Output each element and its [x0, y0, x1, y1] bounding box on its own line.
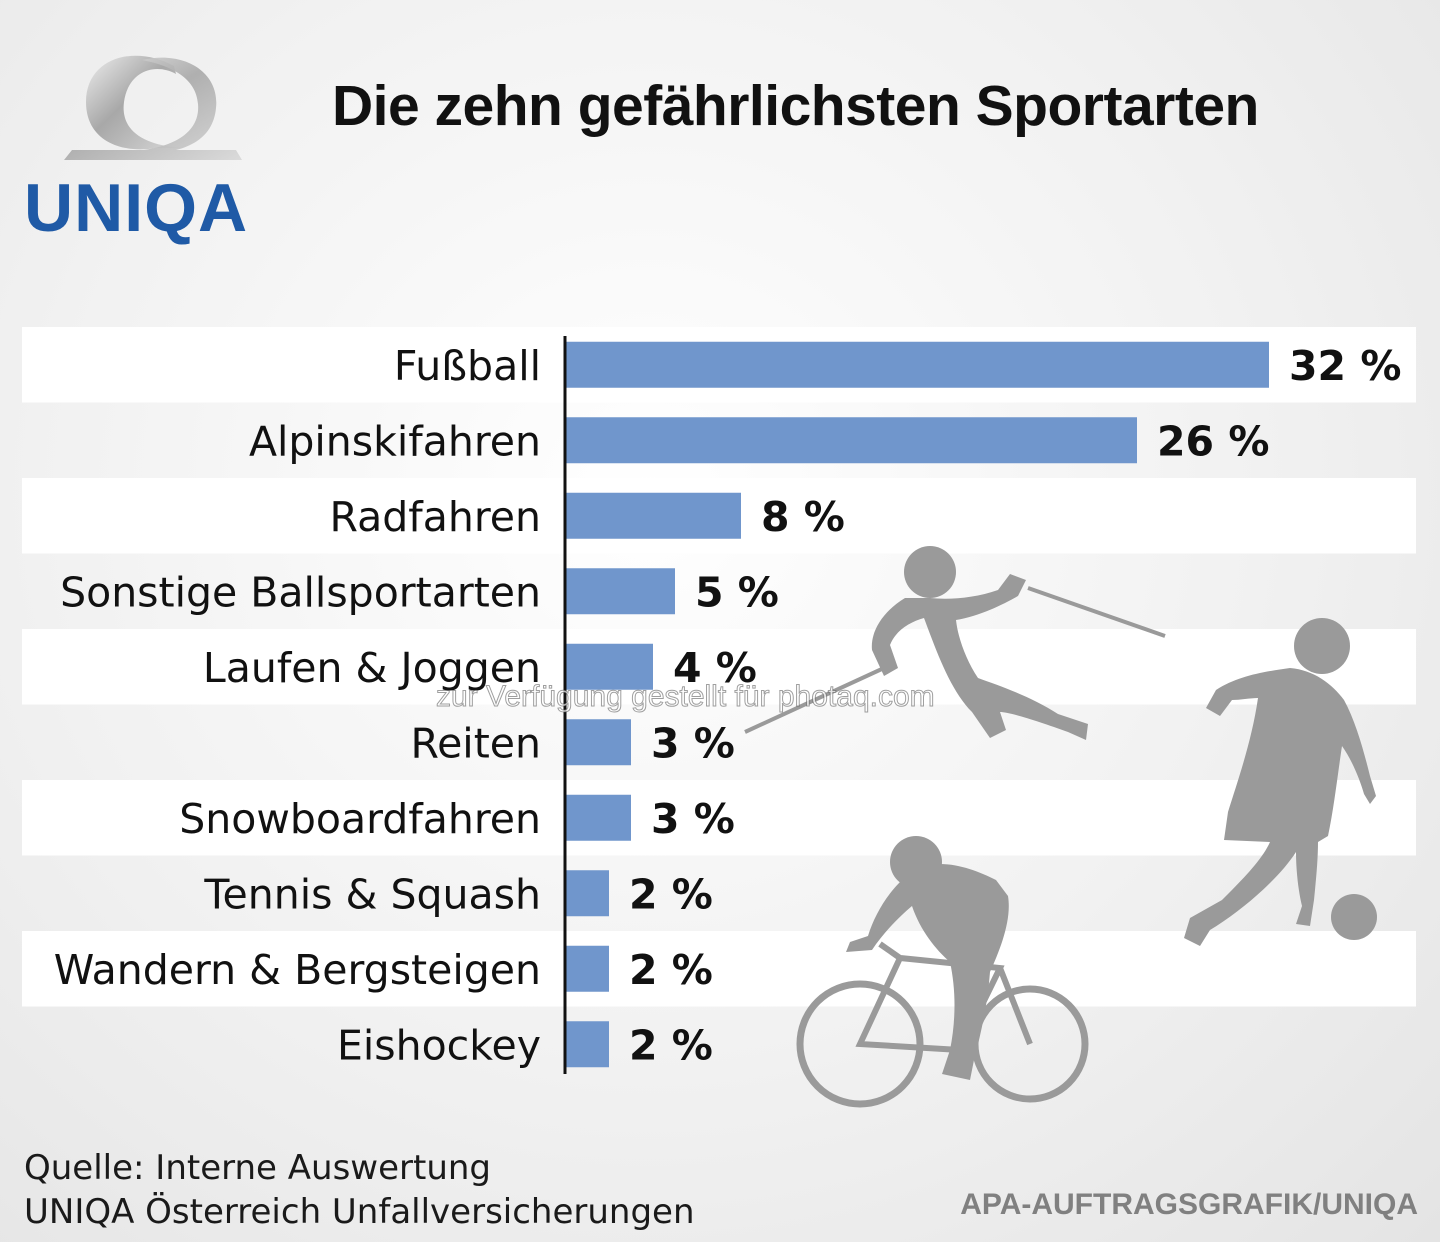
category-label: Wandern & Bergsteigen	[54, 946, 541, 994]
football-icon	[1331, 894, 1377, 940]
bar	[565, 794, 631, 841]
cyclist-icon	[796, 836, 1089, 1108]
value-labels: 32 % 26 % 8 % 5 % 4 % 3 % 3 % 2 % 2 % 2 %	[629, 342, 1401, 1070]
category-label: Reiten	[410, 719, 541, 767]
value-label: 32 %	[1289, 342, 1401, 390]
row-stripe	[22, 780, 1416, 856]
bar	[565, 341, 1269, 388]
bar	[565, 945, 609, 992]
bar	[565, 1021, 609, 1068]
category-label: Snowboardfahren	[179, 795, 541, 843]
uniqa-emblem-icon	[64, 55, 242, 161]
skier-icon	[744, 546, 1166, 740]
row-stripes	[22, 327, 1416, 1007]
bar	[565, 643, 653, 690]
category-label: Radfahren	[330, 493, 541, 541]
source-note: Quelle: Interne Auswertung UNIQA Österre…	[24, 1146, 695, 1234]
value-label: 8 %	[761, 493, 845, 541]
source-line-2: UNIQA Österreich Unfallversicherungen	[24, 1192, 695, 1232]
value-label: 3 %	[651, 719, 735, 767]
source-line-1: Quelle: Interne Auswertung	[24, 1148, 492, 1188]
chart-title: Die zehn gefährlichsten Sportarten	[332, 74, 1259, 138]
uniqa-logo: UNIQA	[24, 44, 294, 254]
category-label: Laufen & Joggen	[203, 644, 541, 692]
row-stripe	[22, 629, 1416, 705]
bar	[565, 568, 675, 615]
category-labels: Fußball Alpinskifahren Radfahren Sonstige B…	[54, 342, 541, 1070]
value-label: 26 %	[1157, 417, 1269, 465]
footballer-icon	[1184, 618, 1376, 946]
bars	[565, 341, 1269, 1068]
watermark: zur Verfügung gestellt für photaq.com	[436, 680, 936, 713]
uniqa-wordmark: UNIQA	[24, 170, 249, 246]
value-label: 2 %	[629, 946, 713, 994]
category-label: Alpinskifahren	[249, 417, 541, 465]
category-label: Tennis & Squash	[203, 870, 541, 918]
value-label: 2 %	[629, 870, 713, 918]
category-label: Eishockey	[337, 1021, 541, 1069]
value-label: 2 %	[629, 1021, 713, 1069]
category-label: Sonstige Ballsportarten	[60, 568, 541, 616]
value-label: 3 %	[651, 795, 735, 843]
graphic-credit: APA-AUFTRAGSGRAFIK/UNIQA	[960, 1188, 1418, 1221]
category-label: Fußball	[394, 342, 541, 390]
bar	[565, 417, 1137, 464]
bar	[565, 719, 631, 766]
value-label: 5 %	[695, 568, 779, 616]
row-stripe	[22, 931, 1416, 1007]
value-label: 4 %	[673, 644, 757, 692]
bar	[565, 870, 609, 917]
bar	[565, 492, 741, 539]
